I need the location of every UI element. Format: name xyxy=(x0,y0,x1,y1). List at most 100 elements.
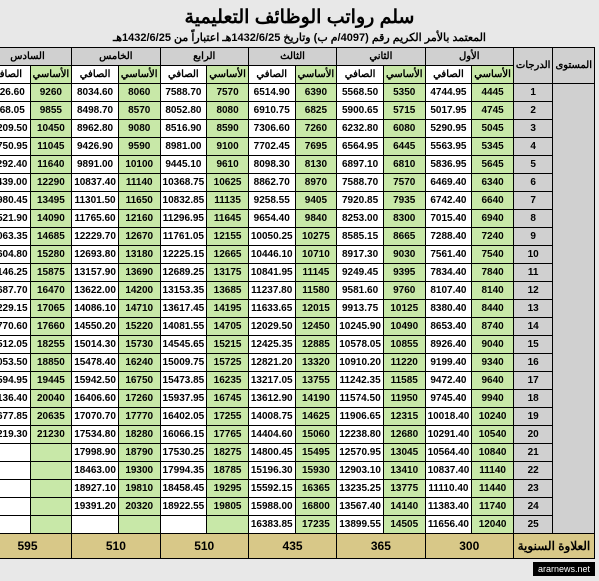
basic-cell: 11220 xyxy=(383,354,425,372)
net-cell: 8585.15 xyxy=(337,228,384,246)
basic-cell: 7570 xyxy=(383,174,425,192)
basic-cell: 17065 xyxy=(30,300,72,318)
basic-cell: 11145 xyxy=(295,264,337,282)
table-row: 191024010018.401231511906.651462514008.7… xyxy=(0,408,595,426)
grade-cell: 1 xyxy=(513,84,553,102)
net-cell: 5017.95 xyxy=(425,102,472,120)
table-row: 663406469.4075707588.7089708862.70106251… xyxy=(0,174,595,192)
basic-cell: 16240 xyxy=(118,354,160,372)
net-cell: 16066.15 xyxy=(160,426,207,444)
net-cell: 11296.95 xyxy=(160,210,207,228)
level-2-header: الثاني xyxy=(337,48,425,66)
net-cell: 6910.75 xyxy=(248,102,295,120)
net-cell: 7561.40 xyxy=(425,246,472,264)
basic-cell: 16235 xyxy=(207,372,249,390)
grade-cell: 24 xyxy=(513,498,553,516)
grade-cell: 9 xyxy=(513,228,553,246)
basic-cell: 17765 xyxy=(207,426,249,444)
net-cell: 8981.00 xyxy=(160,138,207,156)
net-cell: 9581.60 xyxy=(337,282,384,300)
basic-cell: 11740 xyxy=(472,498,514,516)
basic-cell: 11580 xyxy=(295,282,337,300)
net-cell: 6742.40 xyxy=(425,192,472,210)
basic-header: الأساسي xyxy=(295,66,337,84)
net-cell: 10837.40 xyxy=(425,462,472,480)
net-cell: 18463.00 xyxy=(72,462,119,480)
basic-cell: 6080 xyxy=(383,120,425,138)
basic-cell: 11045 xyxy=(30,138,72,156)
basic-header: الأساسي xyxy=(30,66,72,84)
basic-cell: 21230 xyxy=(30,426,72,444)
net-cell: 14063.35 xyxy=(0,228,30,246)
net-cell xyxy=(160,516,207,534)
level-1-header: الأول xyxy=(425,48,513,66)
basic-cell: 15280 xyxy=(30,246,72,264)
table-row: 869407015.4083008253.0098409654.40116451… xyxy=(0,210,595,228)
basic-cell: 6810 xyxy=(383,156,425,174)
grade-cell: 17 xyxy=(513,372,553,390)
grade-cell: 14 xyxy=(513,318,553,336)
net-cell: 17534.80 xyxy=(72,426,119,444)
net-cell: 12225.15 xyxy=(160,246,207,264)
net-cell: 8862.70 xyxy=(248,174,295,192)
basic-cell: 6940 xyxy=(472,210,514,228)
net-cell: 5900.65 xyxy=(337,102,384,120)
basic-cell: 15220 xyxy=(118,318,160,336)
basic-cell: 7540 xyxy=(472,246,514,264)
net-cell: 12229.70 xyxy=(72,228,119,246)
page-subtitle: المعتمد بالأمر الكريم رقم (4097/م ب) وتا… xyxy=(4,31,595,44)
net-cell: 8653.40 xyxy=(425,318,472,336)
net-cell: 14404.60 xyxy=(248,426,295,444)
basic-cell: 5350 xyxy=(383,84,425,102)
table-row: 453455563.9564456564.9576957702.45910089… xyxy=(0,138,595,156)
basic-cell: 13180 xyxy=(118,246,160,264)
footer-value: 365 xyxy=(337,534,425,559)
basic-cell: 8740 xyxy=(472,318,514,336)
basic-cell: 8130 xyxy=(295,156,337,174)
basic-cell: 11135 xyxy=(207,192,249,210)
net-cell: 17994.35 xyxy=(160,462,207,480)
footer-row: العلاوة السنوية300365435510510595 xyxy=(0,534,595,559)
grade-cell: 3 xyxy=(513,120,553,138)
basic-cell: 19295 xyxy=(207,480,249,498)
net-cell: 12029.50 xyxy=(248,318,295,336)
net-cell: 9426.90 xyxy=(72,138,119,156)
basic-cell: 16800 xyxy=(295,498,337,516)
basic-cell: 8590 xyxy=(207,120,249,138)
net-cell: 8498.70 xyxy=(72,102,119,120)
table-row: 1796409472.401158511242.351375513217.051… xyxy=(0,372,595,390)
net-cell: 9654.40 xyxy=(248,210,295,228)
basic-cell: 9100 xyxy=(207,138,249,156)
net-cell: 10446.10 xyxy=(248,246,295,264)
basic-cell: 9395 xyxy=(383,264,425,282)
basic-cell: 12680 xyxy=(383,426,425,444)
net-cell: 9913.75 xyxy=(337,300,384,318)
basic-cell: 15725 xyxy=(207,354,249,372)
basic-cell: 10100 xyxy=(118,156,160,174)
basic-cell: 14705 xyxy=(207,318,249,336)
basic-cell: 8300 xyxy=(383,210,425,228)
grade-cell: 18 xyxy=(513,390,553,408)
basic-cell: 13175 xyxy=(207,264,249,282)
net-cell: 13899.55 xyxy=(337,516,384,534)
net-cell: 10368.75 xyxy=(160,174,207,192)
net-cell: 14086.10 xyxy=(72,300,119,318)
net-cell: 9249.45 xyxy=(337,264,384,282)
net-cell: 19677.85 xyxy=(0,408,30,426)
net-cell: 8253.00 xyxy=(337,210,384,228)
level-header: المستوى xyxy=(553,48,595,84)
basic-cell: 8140 xyxy=(472,282,514,300)
basic-cell: 15215 xyxy=(207,336,249,354)
basic-cell: 8970 xyxy=(295,174,337,192)
basic-cell: 18275 xyxy=(207,444,249,462)
net-cell: 17070.70 xyxy=(72,408,119,426)
net-cell: 12693.80 xyxy=(72,246,119,264)
grade-cell: 23 xyxy=(513,480,553,498)
basic-cell: 10855 xyxy=(383,336,425,354)
basic-cell: 8570 xyxy=(118,102,160,120)
salary-table: المستوى الدرجات الأول الثاني الثالث الرا… xyxy=(0,47,595,559)
basic-cell: 12040 xyxy=(472,516,514,534)
basic-cell: 18790 xyxy=(118,444,160,462)
net-cell: 14550.20 xyxy=(72,318,119,336)
table-row: 211084010564.401304512570.951549514800.4… xyxy=(0,444,595,462)
